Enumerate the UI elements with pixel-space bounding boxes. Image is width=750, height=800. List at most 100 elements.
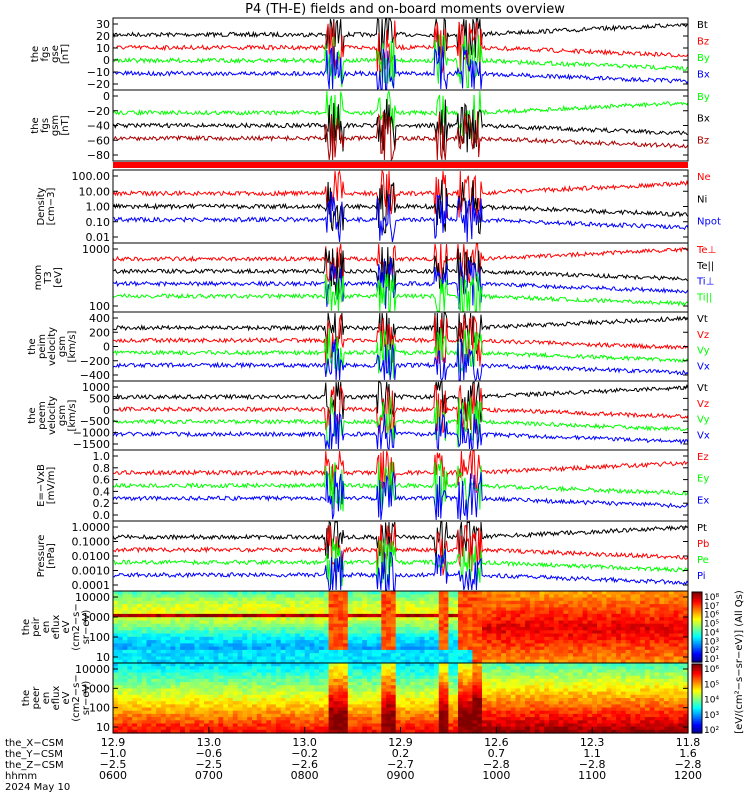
spectrogram-cell (343, 591, 349, 595)
spectrogram-cell (218, 636, 224, 641)
spectrogram-cell (204, 653, 210, 658)
spectrogram-cell (328, 643, 334, 648)
spectrogram-cell (434, 678, 440, 683)
spectrogram-cell (438, 678, 445, 683)
spectrogram-cell (117, 607, 124, 612)
spectrogram-cell (568, 640, 574, 644)
spectrogram-cell (299, 636, 306, 641)
spectrogram-cell (132, 666, 138, 670)
spectrogram-cell (568, 663, 574, 667)
spectrogram-cell (117, 659, 124, 664)
spectrogram-cell (458, 698, 464, 702)
spectrogram-cell (558, 688, 564, 693)
spectrogram-cell (319, 600, 325, 605)
spectrogram-cell (352, 656, 358, 661)
spectrogram-cell (664, 613, 670, 618)
spectrogram-cell (362, 691, 368, 696)
spectrogram-cell (266, 613, 272, 618)
spectrogram-cell (438, 630, 445, 635)
spectrogram-cell (156, 659, 162, 664)
spectrogram-cell (189, 620, 196, 625)
spectrogram-cell (376, 669, 382, 674)
spectrogram-cell (213, 653, 219, 658)
spectrogram-cell (117, 640, 124, 644)
spectrogram-cell (390, 623, 397, 628)
spectrogram-cell (611, 613, 617, 618)
spectrogram-cell (654, 591, 660, 595)
spectrogram-cell (515, 604, 521, 608)
spectrogram-cell (156, 701, 162, 705)
spectrogram-cell (620, 597, 627, 602)
spectrogram-cell (132, 591, 138, 595)
spectrogram-cell (405, 591, 411, 595)
spectrogram-cell (501, 623, 507, 628)
spectrogram-cell (218, 666, 224, 670)
spectrogram-cell (606, 600, 612, 605)
spectrogram-cell (664, 636, 670, 641)
spectrogram-cell (678, 704, 684, 709)
spectrogram-cell (462, 643, 469, 648)
spectrogram-cell (405, 653, 411, 658)
spectrogram-cell (333, 698, 339, 702)
series-vt-line (112, 381, 689, 423)
spectrogram-cell (352, 717, 358, 721)
spectrogram-cell (309, 630, 315, 635)
spectrogram-cell (323, 627, 330, 631)
spectrogram-cell (515, 691, 521, 696)
spectrogram-cell (122, 643, 128, 648)
spectrogram-cell (390, 610, 397, 615)
spectrogram-cell (620, 672, 627, 677)
spectrogram-cell (290, 627, 296, 631)
spectrogram-cell (419, 597, 426, 602)
spectrogram-cell (496, 610, 502, 615)
spectrogram-cell (592, 630, 598, 635)
spectrogram-cell (486, 617, 493, 622)
spectrogram-cell (314, 653, 320, 658)
spectrogram-cell (601, 604, 608, 608)
spectrogram-cell (199, 597, 205, 602)
spectrogram-cell (515, 701, 521, 705)
spectrogram-cell (577, 675, 584, 680)
spectrogram-cell (299, 646, 306, 651)
spectrogram-cell (122, 713, 128, 718)
spectrogram-cell (477, 604, 483, 608)
spectrogram-cell (529, 620, 536, 625)
spectrogram-cell (122, 707, 128, 712)
spectrogram-cell (175, 617, 181, 622)
spectrogram-cell (668, 607, 675, 612)
spectrogram-cell (180, 669, 186, 674)
spectrogram-cell (434, 600, 440, 605)
spectrogram-cell (242, 678, 248, 683)
spectrogram-cell (213, 610, 219, 615)
spectrogram-cell (371, 669, 378, 674)
spectrogram-cell (371, 610, 378, 615)
spectrogram-cell (496, 707, 502, 712)
spectrogram-cell (180, 678, 186, 683)
spectrogram-cell (630, 600, 636, 605)
spectrogram-cell (290, 610, 296, 615)
spectrogram-cell (299, 704, 306, 709)
spectrogram-cell (539, 607, 545, 612)
spectrogram-cell (592, 613, 598, 618)
spectrogram-cell (640, 640, 646, 644)
y-tick-label: 100.00 (72, 170, 111, 183)
spectrogram-cell (501, 643, 507, 648)
y-axis-label-line: [nPa] (46, 543, 57, 569)
spectrogram-cell (290, 675, 296, 680)
spectrogram-cell (261, 666, 267, 670)
spectrogram-cell (458, 682, 464, 686)
spectrogram-cell (295, 678, 301, 683)
spectrogram-cell (113, 694, 119, 699)
spectrogram-cell (309, 682, 315, 686)
spectrogram-cell (319, 698, 325, 702)
spectrogram-cell (323, 707, 330, 712)
spectrogram-cell (424, 604, 430, 608)
spectrogram-cell (213, 643, 219, 648)
spectrogram-cell (347, 701, 354, 705)
spectrogram-cell (549, 701, 555, 705)
spectrogram-cell (592, 594, 598, 599)
spectrogram-cell (290, 620, 296, 625)
spectrogram-cell (429, 636, 435, 641)
spectrogram-cell (237, 623, 243, 628)
spectrogram-cell (414, 694, 421, 699)
